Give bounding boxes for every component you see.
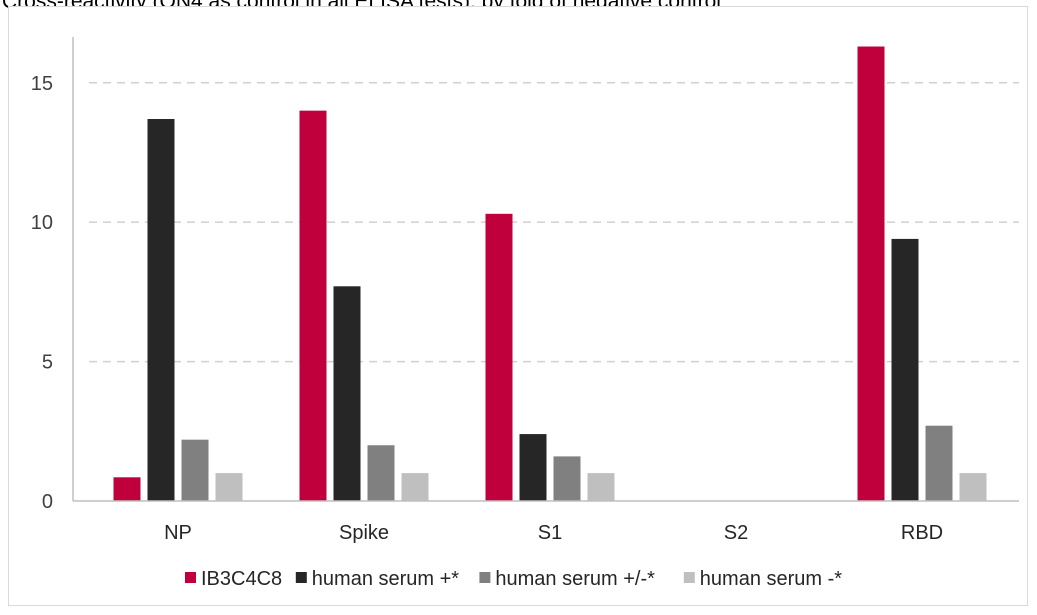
bar — [891, 238, 919, 501]
bar — [181, 439, 209, 501]
bar — [215, 473, 243, 501]
bar — [925, 425, 953, 501]
bar — [519, 434, 547, 501]
x-tick-label: RBD — [901, 522, 943, 544]
x-tick-label: S2 — [724, 522, 748, 544]
bar-chart: 0 5 10 15 NP Spike S1 S2 RBD IB3C4C8 human serum… — [31, 37, 1019, 590]
legend-label: human serum -* — [700, 568, 842, 590]
bar — [401, 473, 429, 501]
x-axis-ticks: NP Spike S1 S2 RBD — [164, 522, 943, 544]
x-tick-label: S1 — [538, 522, 562, 544]
legend-label: human serum +/-* — [495, 568, 655, 590]
chart-frame: 0 5 10 15 NP Spike S1 S2 RBD IB3C4C8 human serum… — [8, 6, 1028, 606]
legend-swatch — [683, 572, 695, 583]
bar — [553, 456, 581, 501]
legend-label: human serum +* — [312, 568, 460, 590]
legend-label: IB3C4C8 — [201, 568, 282, 590]
legend-swatch — [185, 572, 196, 583]
bar — [367, 445, 395, 501]
bar — [959, 473, 987, 501]
legend-swatch — [479, 572, 491, 583]
bar — [113, 477, 141, 501]
y-tick-label: 10 — [31, 212, 53, 234]
bar — [857, 46, 885, 502]
bar — [587, 473, 615, 501]
bar — [485, 213, 513, 501]
x-tick-label: Spike — [339, 522, 389, 544]
y-tick-label: 0 — [42, 491, 53, 513]
bars — [113, 46, 987, 502]
legend-swatch — [295, 572, 307, 583]
x-tick-label: NP — [164, 522, 192, 544]
legend: IB3C4C8 human serum +* human serum +/-* hum… — [185, 568, 842, 590]
y-axis-ticks: 0 5 10 15 — [31, 73, 53, 513]
bar — [299, 110, 327, 501]
y-tick-label: 15 — [31, 73, 53, 95]
y-tick-label: 5 — [42, 352, 53, 374]
bar — [333, 286, 361, 501]
bar — [147, 119, 175, 501]
